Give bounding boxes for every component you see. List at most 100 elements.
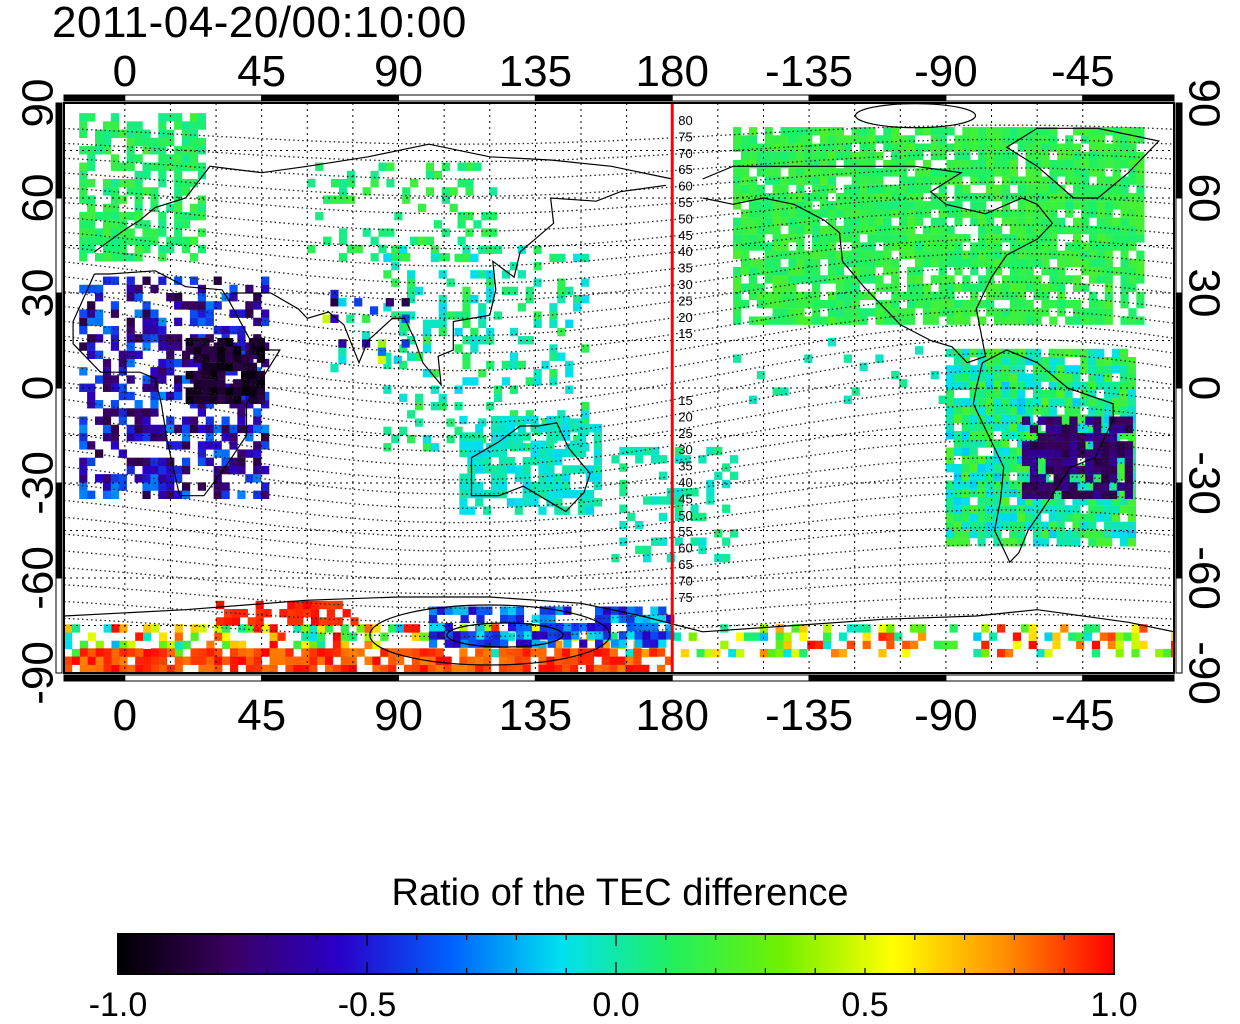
data-cell xyxy=(87,383,96,392)
data-cell xyxy=(79,162,88,171)
data-cell xyxy=(1001,464,1010,473)
data-cell xyxy=(985,406,994,415)
data-cell xyxy=(557,294,566,304)
data-cell xyxy=(1049,234,1058,243)
data-cell xyxy=(1119,406,1129,415)
data-cell xyxy=(827,151,837,161)
data-cell xyxy=(1009,464,1018,473)
data-cell xyxy=(764,258,773,268)
data-cell xyxy=(388,664,397,673)
data-cell xyxy=(1088,258,1098,268)
data-cell xyxy=(791,648,800,658)
grid-lines xyxy=(64,103,1174,673)
data-cell xyxy=(820,299,829,309)
data-cell xyxy=(954,267,963,276)
data-cell xyxy=(977,381,986,391)
data-cell xyxy=(682,455,691,464)
data-cell xyxy=(1093,482,1102,491)
data-cell xyxy=(706,488,715,497)
data-cell xyxy=(475,489,484,499)
data-cell xyxy=(993,538,1002,547)
data-cell xyxy=(796,209,805,218)
data-cell xyxy=(134,474,143,483)
data-cell xyxy=(1104,217,1113,227)
data-cell xyxy=(756,151,765,161)
data-cell xyxy=(1096,217,1105,227)
data-cell xyxy=(189,236,199,246)
data-cell xyxy=(142,490,151,499)
data-cell xyxy=(1017,389,1026,399)
data-cell xyxy=(953,381,963,391)
data-cell xyxy=(110,129,120,138)
data-cell xyxy=(245,432,254,442)
data-cell xyxy=(1080,250,1090,259)
data-cell xyxy=(1041,135,1050,144)
data-cell xyxy=(585,424,595,433)
data-cell xyxy=(1040,529,1049,539)
contour-label-north: 55 xyxy=(678,195,692,210)
data-cell xyxy=(1017,488,1026,498)
data-cell xyxy=(425,236,435,246)
data-cell xyxy=(142,309,151,318)
data-cell xyxy=(1024,381,1034,391)
data-cell xyxy=(338,355,347,365)
data-cell xyxy=(978,192,987,202)
data-cell xyxy=(1119,348,1129,358)
data-cell xyxy=(332,664,342,673)
data-cell xyxy=(486,294,495,304)
data-cell xyxy=(1104,160,1113,169)
data-cell xyxy=(577,506,587,515)
data-cell xyxy=(938,225,947,235)
data-cell xyxy=(626,631,635,640)
data-cell xyxy=(867,217,876,227)
data-cell xyxy=(87,664,96,673)
data-cell xyxy=(217,387,226,396)
data-cell xyxy=(961,480,970,489)
data-cell xyxy=(585,465,595,474)
data-cell xyxy=(237,624,247,633)
data-cell xyxy=(867,151,876,161)
data-cell xyxy=(945,398,955,407)
data-cell xyxy=(1001,439,1010,448)
data-cell xyxy=(248,387,258,396)
data-cell xyxy=(1112,135,1121,144)
data-cell xyxy=(95,474,104,483)
data-cell xyxy=(158,358,167,368)
data-cell xyxy=(706,479,715,489)
data-cell xyxy=(181,121,191,130)
data-cell xyxy=(285,648,294,657)
data-cell xyxy=(1009,299,1018,309)
data-cell xyxy=(197,211,207,221)
data-cell xyxy=(197,317,207,327)
data-cell xyxy=(364,640,373,650)
data-cell xyxy=(954,283,963,292)
data-cell xyxy=(573,253,582,263)
data-cell xyxy=(490,624,500,633)
data-cell xyxy=(256,337,266,347)
data-cell xyxy=(126,211,135,221)
data-cell xyxy=(403,664,413,673)
data-cell xyxy=(87,220,96,229)
data-cell xyxy=(851,127,860,136)
data-cell xyxy=(1009,234,1018,243)
data-cell xyxy=(891,135,900,144)
data-cell xyxy=(978,127,987,136)
data-cell xyxy=(985,356,994,366)
data-cell xyxy=(403,648,413,657)
data-cell xyxy=(261,342,270,351)
data-cell xyxy=(201,337,210,347)
data-cell xyxy=(459,489,468,499)
data-cell xyxy=(977,406,986,415)
data-cell xyxy=(449,187,458,196)
data-cell xyxy=(372,664,381,673)
data-cell xyxy=(986,291,995,301)
data-cell xyxy=(1119,455,1129,465)
data-cell xyxy=(945,422,955,432)
data-cell xyxy=(609,656,618,665)
contour-line xyxy=(64,561,1174,595)
data-cell xyxy=(875,316,884,325)
data-cell xyxy=(95,236,104,246)
data-cell xyxy=(1001,538,1010,547)
data-cell xyxy=(377,347,387,356)
data-cell xyxy=(1111,496,1121,506)
